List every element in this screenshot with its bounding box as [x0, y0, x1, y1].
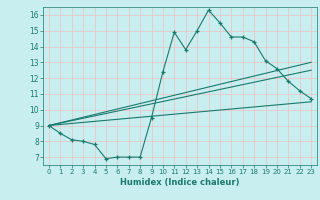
X-axis label: Humidex (Indice chaleur): Humidex (Indice chaleur) — [120, 178, 240, 187]
